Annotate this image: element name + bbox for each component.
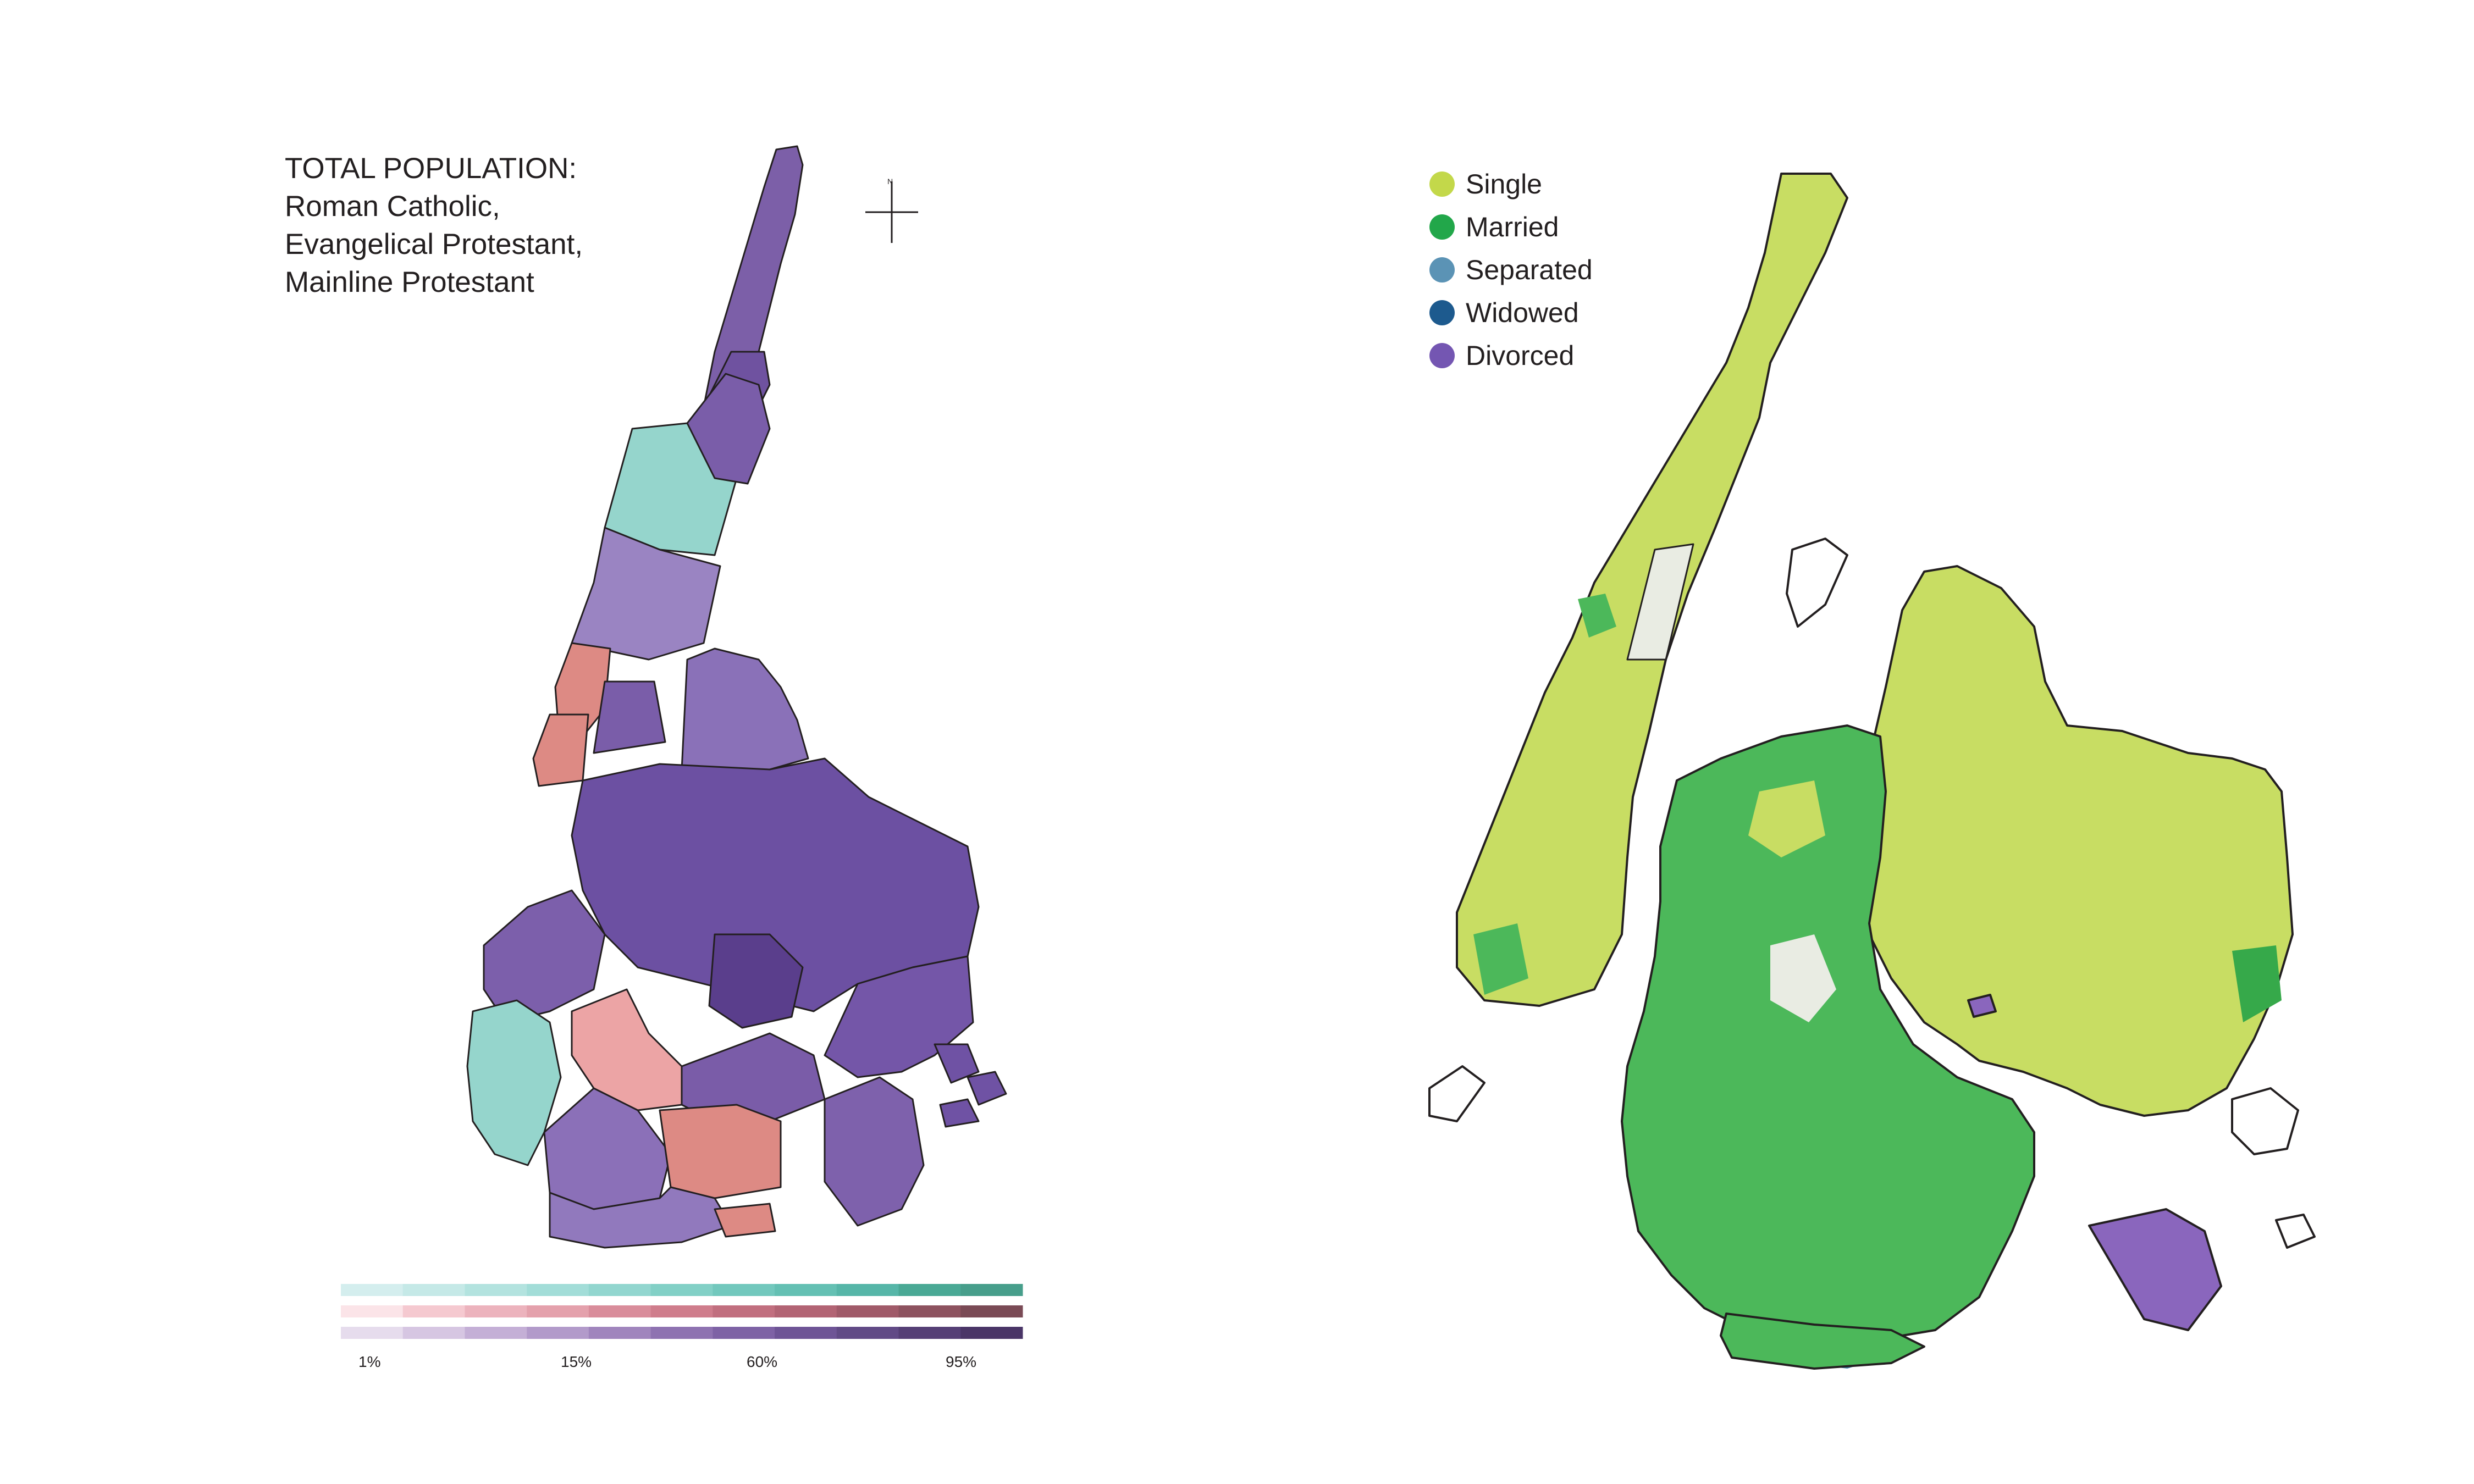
scale-swatch	[836, 1327, 899, 1339]
manhattan-midtown-purple	[571, 527, 721, 661]
scale-swatch	[775, 1327, 837, 1339]
scale-swatch	[402, 1327, 465, 1339]
legend-label-single: Single	[1466, 169, 1542, 200]
right-island-3	[2231, 1087, 2299, 1155]
queens-island-1	[934, 1043, 980, 1084]
scale-swatch	[341, 1305, 404, 1317]
right-map	[1428, 173, 2316, 1370]
left-manhattan	[532, 145, 804, 787]
title-line-1: TOTAL POPULATION:	[285, 152, 577, 185]
scale-labels: 1% 15% 60% 95%	[341, 1353, 1023, 1375]
right-map-legend: Single Married Separated Widowed Divorce…	[1429, 163, 1593, 377]
scale-swatch	[465, 1327, 527, 1339]
legend-label-widowed: Widowed	[1466, 297, 1579, 328]
scale-swatch	[341, 1284, 404, 1296]
brooklyn-salmon-coast	[714, 1203, 776, 1238]
right-rockaway-divorced	[2088, 1208, 2222, 1331]
scale-swatch	[836, 1284, 899, 1296]
scale-swatch	[650, 1284, 713, 1296]
manhattan-purple-east	[686, 373, 771, 485]
queens-dark-center	[708, 933, 804, 1029]
right-queens-married-east	[2232, 945, 2282, 1022]
right-coast-strip	[1720, 1313, 1925, 1370]
legend-dot-separated	[1429, 257, 1455, 283]
legend-label-separated: Separated	[1466, 254, 1593, 285]
scale-swatch	[402, 1284, 465, 1296]
brooklyn-west-purple	[483, 889, 606, 1023]
title-line-3: Evangelical Protestant,	[285, 228, 583, 261]
right-brooklyn-married	[1621, 724, 2035, 1342]
scale-swatch	[960, 1284, 1023, 1296]
queens-island-2	[967, 1071, 1007, 1106]
brooklyn-teal	[466, 999, 562, 1166]
scale-label-3: 60%	[747, 1353, 778, 1370]
scale-label-4: 95%	[946, 1353, 977, 1370]
scale-swatch	[402, 1305, 465, 1317]
scale-swatch	[465, 1305, 527, 1317]
scale-swatch	[465, 1284, 527, 1296]
scale-label-2: 15%	[561, 1353, 592, 1370]
compass-n-label: N	[887, 177, 893, 186]
scale-swatch	[898, 1327, 961, 1339]
legend-item-divorced: Divorced	[1429, 334, 1593, 377]
scale-swatch	[650, 1305, 713, 1317]
legend-label-divorced: Divorced	[1466, 340, 1575, 371]
scale-swatch	[527, 1284, 589, 1296]
legend-dot-single	[1429, 171, 1455, 197]
scale-label-1: 1%	[358, 1353, 381, 1370]
legend-dot-divorced	[1429, 343, 1455, 368]
scale-swatch	[527, 1305, 589, 1317]
legend-dot-widowed	[1429, 300, 1455, 325]
scale-swatch	[960, 1305, 1023, 1317]
scale-swatch	[588, 1327, 651, 1339]
scale-swatch	[898, 1305, 961, 1317]
scale-swatch	[713, 1305, 775, 1317]
right-manhattan-married-1	[1578, 594, 1616, 638]
manhattan-purple-lower-east	[593, 680, 666, 754]
legend-item-separated: Separated	[1429, 248, 1593, 291]
scale-bars	[341, 1284, 1023, 1339]
right-brooklyn-park	[1770, 934, 1836, 1022]
legend-dot-married	[1429, 214, 1455, 240]
right-island-1	[1786, 538, 1848, 628]
title-line-4: Mainline Protestant	[285, 266, 534, 298]
legend-item-married: Married	[1429, 206, 1593, 248]
queens-north-purple	[681, 647, 809, 782]
legend-item-single: Single	[1429, 163, 1593, 206]
scale-swatch	[713, 1284, 775, 1296]
queens-island-3	[939, 1098, 980, 1128]
scale-swatch	[713, 1327, 775, 1339]
legend-label-married: Married	[1466, 212, 1559, 242]
scale-swatch	[836, 1305, 899, 1317]
scale-swatch	[898, 1284, 961, 1296]
manhattan-salmon-lower	[532, 713, 589, 787]
right-island-4	[2275, 1214, 2316, 1249]
scale-swatch	[960, 1327, 1023, 1339]
left-brooklyn-queens	[466, 647, 1007, 1249]
scale-swatch	[341, 1327, 404, 1339]
right-brooklyn-single-patch	[1748, 780, 1825, 857]
right-divorced-patch	[1967, 994, 1997, 1018]
right-island-2	[1428, 1065, 1485, 1122]
left-map-title: TOTAL POPULATION: Roman Catholic, Evange…	[285, 149, 583, 301]
right-queens-north	[1857, 565, 2294, 1117]
right-manhattan-married-2	[1473, 923, 1528, 995]
scale-swatch	[527, 1327, 589, 1339]
left-map	[341, 145, 1023, 1339]
brooklyn-salmon-south	[659, 1104, 782, 1199]
title-line-2: Roman Catholic,	[285, 190, 500, 223]
scale-swatch	[650, 1327, 713, 1339]
queens-southeast-purple	[824, 1076, 925, 1227]
compass-icon	[865, 181, 918, 243]
scale-swatch	[775, 1284, 837, 1296]
scale-swatch	[775, 1305, 837, 1317]
scale-swatch	[588, 1284, 651, 1296]
right-central-park	[1626, 543, 1694, 661]
legend-item-widowed: Widowed	[1429, 291, 1593, 334]
scale-swatch	[588, 1305, 651, 1317]
